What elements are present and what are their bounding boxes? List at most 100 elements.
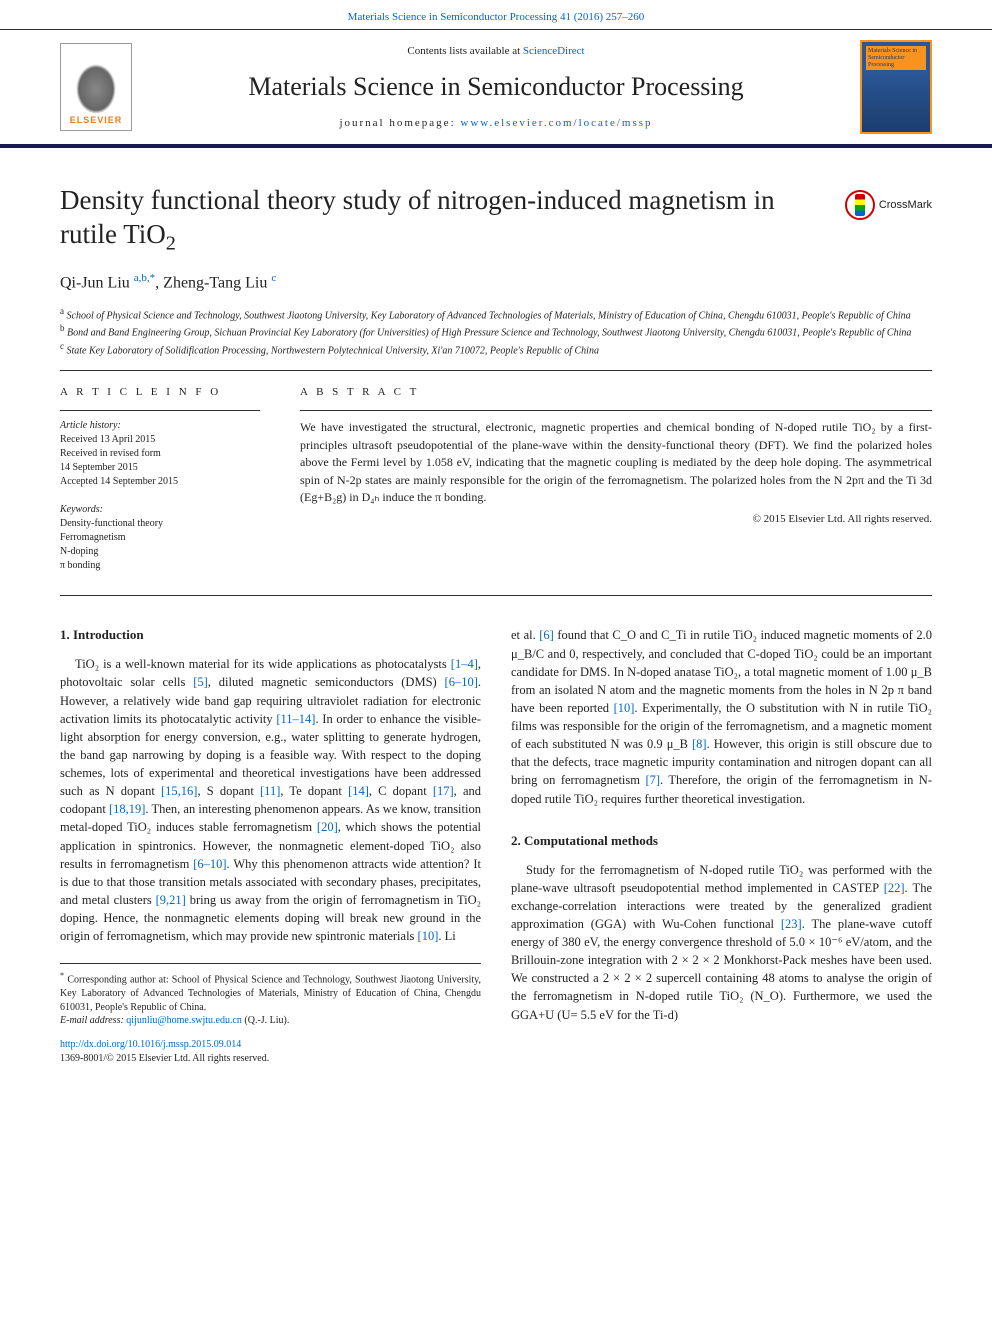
column-right: et al. [6] found that C_O and C_Ti in ru… [511,626,932,1066]
running-head: Materials Science in Semiconductor Proce… [0,0,992,29]
history-label: Article history: [60,419,260,433]
ref-6b[interactable]: [6] [539,628,554,642]
author-line: Qi-Jun Liu a,b,*, Zheng-Tang Liu c [60,271,932,295]
t: , S dopant [197,784,260,798]
ref-7[interactable]: [7] [645,773,660,787]
ref-11b[interactable]: [11] [260,784,280,798]
cover-band-text: Materials Science in Semiconductor Proce… [866,46,926,70]
t: , diluted magnetic semiconductors (DMS) [208,675,445,689]
column-left: 1. Introduction TiO₂ is a well-known mat… [60,626,481,1066]
email-link[interactable]: qijunliu@home.swjtu.edu.cn [126,1015,242,1026]
divider-top [60,370,932,371]
keyword-3: N-doping [60,545,260,559]
contents-line: Contents lists available at ScienceDirec… [152,44,840,59]
t: , C dopant [369,784,433,798]
article-title: Density functional theory study of nitro… [60,184,825,256]
email-footnote: E-mail address: qijunliu@home.swjtu.edu.… [60,1014,481,1028]
ref-10c[interactable]: [10] [614,701,635,715]
article-info: A R T I C L E I N F O Article history: R… [60,385,260,587]
intro-paragraph: TiO₂ is a well-known material for its wi… [60,655,481,945]
affiliation-c-text: State Key Laboratory of Solidification P… [67,346,599,357]
ref-14b[interactable]: [14] [348,784,369,798]
ref-9-21[interactable]: [9,21] [156,893,186,907]
elsevier-wordmark: ELSEVIER [70,114,123,127]
revised-line-1: Received in revised form [60,447,260,461]
masthead-center: Contents lists available at ScienceDirec… [152,44,840,131]
affiliation-a-text: School of Physical Science and Technolog… [67,310,911,321]
ref-23[interactable]: [23] [781,917,802,931]
ref-11-14[interactable]: [11–14] [276,712,315,726]
keyword-1: Density-functional theory [60,517,260,531]
info-divider-1 [60,410,260,411]
body-columns: 1. Introduction TiO₂ is a well-known mat… [60,626,932,1066]
author-sep: , [155,274,163,291]
intro-continued: et al. [6] found that C_O and C_Ti in ru… [511,626,932,807]
methods-paragraph: Study for the ferromagnetism of N-doped … [511,861,932,1024]
author-1-aff[interactable]: a,b, [134,272,150,284]
article-info-head: A R T I C L E I N F O [60,385,260,400]
abstract-text: We have investigated the structural, ele… [300,419,932,506]
issn-line: 1369-8001/© 2015 Elsevier Ltd. All right… [60,1052,481,1067]
t: . The plane-wave cutoff energy of 380 eV… [511,917,932,1022]
ref-18-19[interactable]: [18,19] [109,802,145,816]
revised-line-2: 14 September 2015 [60,461,260,475]
abstract-divider [300,410,932,411]
accepted-date: Accepted 14 September 2015 [60,475,260,489]
footnotes: * Corresponding author at: School of Phy… [60,963,481,1027]
ref-20[interactable]: [20] [317,820,338,834]
t: TiO₂ is a well-known material for its wi… [75,657,451,671]
t: Study for the ferromagnetism of N-doped … [511,863,932,895]
keyword-4: π bonding [60,559,260,573]
sciencedirect-link[interactable]: ScienceDirect [523,45,585,57]
t: et al. [511,628,539,642]
ref-6-10[interactable]: [6–10] [445,675,478,689]
journal-cover-thumb: Materials Science in Semiconductor Proce… [860,40,932,134]
email-suffix: (Q.-J. Liu). [242,1015,290,1026]
t: , Te dopant [280,784,348,798]
crossmark-label: CrossMark [879,198,932,213]
history-block: Article history: Received 13 April 2015 … [60,419,260,489]
affiliations: a School of Physical Science and Technol… [60,305,932,358]
t: . Li [438,929,455,943]
email-label: E-mail address: [60,1015,126,1026]
section-1-head: 1. Introduction [60,626,481,645]
affiliation-b: b Bond and Band Engineering Group, Sichu… [60,322,932,340]
received-date: Received 13 April 2015 [60,433,260,447]
title-row: Density functional theory study of nitro… [60,184,932,256]
crossmark-icon [845,190,875,220]
ref-8[interactable]: [8] [692,737,707,751]
ref-22[interactable]: [22] [884,881,905,895]
crossmark-widget[interactable]: CrossMark [845,190,932,220]
journal-name: Materials Science in Semiconductor Proce… [152,69,840,105]
running-head-link[interactable]: Materials Science in Semiconductor Proce… [348,11,645,23]
ref-1-4[interactable]: [1–4] [451,657,478,671]
homepage-link[interactable]: www.elsevier.com/locate/mssp [460,117,652,129]
article-area: Density functional theory study of nitro… [0,148,992,1086]
ref-17[interactable]: [17] [433,784,454,798]
contents-prefix: Contents lists available at [407,45,522,57]
ref-15-16[interactable]: [15,16] [161,784,197,798]
abstract: A B S T R A C T We have investigated the… [300,385,932,587]
ref-6-10b[interactable]: [6–10] [193,857,226,871]
abstract-copyright: © 2015 Elsevier Ltd. All rights reserved… [300,512,932,527]
info-abstract-row: A R T I C L E I N F O Article history: R… [60,385,932,587]
journal-homepage-line: journal homepage: www.elsevier.com/locat… [152,116,840,131]
corresponding-footnote: * Corresponding author at: School of Phy… [60,970,481,1014]
ref-5[interactable]: [5] [193,675,208,689]
masthead: ELSEVIER Contents lists available at Sci… [0,29,992,148]
keywords-label: Keywords: [60,503,260,517]
affiliation-c: c State Key Laboratory of Solidification… [60,340,932,358]
doi-link[interactable]: http://dx.doi.org/10.1016/j.mssp.2015.09… [60,1039,241,1050]
keywords-block: Keywords: Density-functional theory Ferr… [60,503,260,573]
affiliation-a: a School of Physical Science and Technol… [60,305,932,323]
affiliation-b-text: Bond and Band Engineering Group, Sichuan… [67,328,911,339]
divider-mid [60,595,932,596]
doi-block: http://dx.doi.org/10.1016/j.mssp.2015.09… [60,1038,481,1067]
elsevier-tree-icon [76,64,116,114]
author-2-name: Zheng-Tang Liu [163,274,267,291]
ref-10b[interactable]: [10] [418,929,439,943]
author-2-aff[interactable]: c [271,272,276,284]
section-2-head: 2. Computational methods [511,832,932,851]
title-subscript: 2 [166,233,176,255]
abstract-head: A B S T R A C T [300,385,932,400]
